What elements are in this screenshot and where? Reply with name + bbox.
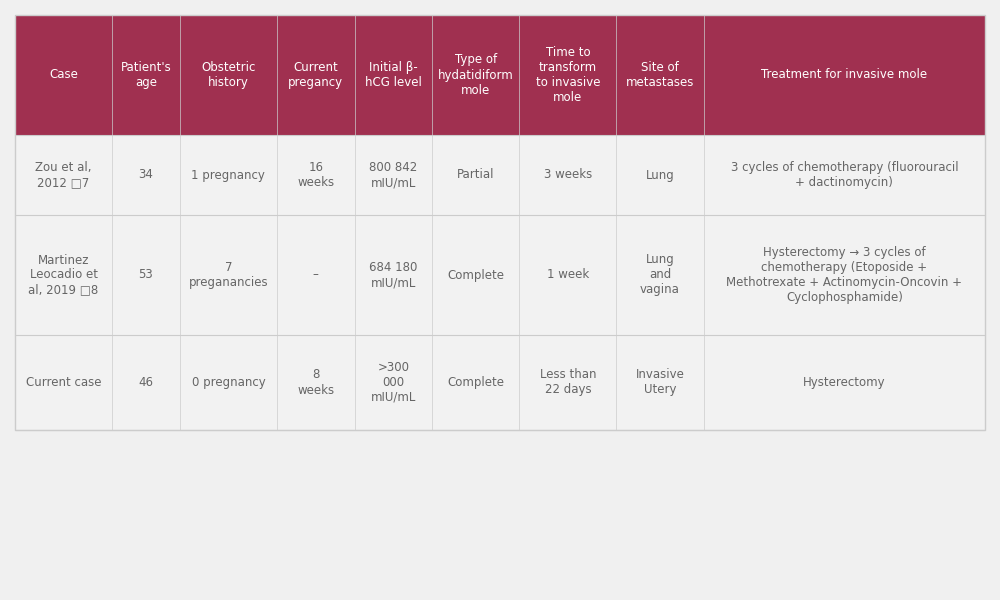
Text: Site of
metastases: Site of metastases bbox=[626, 61, 694, 89]
Text: Current
pregancy: Current pregancy bbox=[288, 61, 343, 89]
Text: 7
preganancies: 7 preganancies bbox=[189, 261, 268, 289]
Text: 46: 46 bbox=[138, 376, 153, 389]
Text: 0 pregnancy: 0 pregnancy bbox=[192, 376, 265, 389]
Text: 8
weeks: 8 weeks bbox=[297, 368, 334, 397]
Text: Current case: Current case bbox=[26, 376, 101, 389]
Text: Martinez
Leocadio et
al, 2019 □8: Martinez Leocadio et al, 2019 □8 bbox=[28, 253, 99, 296]
Text: Patient's
age: Patient's age bbox=[121, 61, 171, 89]
Text: >300
000
mIU/mL: >300 000 mIU/mL bbox=[371, 361, 416, 404]
Bar bbox=[15, 215, 985, 335]
Bar bbox=[15, 135, 985, 215]
Text: 684 180
mIU/mL: 684 180 mIU/mL bbox=[369, 261, 417, 289]
Text: Less than
22 days: Less than 22 days bbox=[540, 368, 596, 397]
Text: Complete: Complete bbox=[447, 376, 504, 389]
Bar bbox=[15, 15, 985, 430]
Text: 1 week: 1 week bbox=[547, 269, 589, 281]
Text: Lung
and
vagina: Lung and vagina bbox=[640, 253, 680, 296]
Text: Lung: Lung bbox=[646, 169, 674, 181]
Text: 800 842
mIU/mL: 800 842 mIU/mL bbox=[369, 161, 417, 189]
Text: Type of
hydatidiform
mole: Type of hydatidiform mole bbox=[438, 53, 514, 97]
Text: 16
weeks: 16 weeks bbox=[297, 161, 334, 189]
Bar bbox=[15, 335, 985, 430]
Text: Zou et al,
2012 □7: Zou et al, 2012 □7 bbox=[35, 161, 92, 189]
Text: Case: Case bbox=[49, 68, 78, 82]
Text: 1 pregnancy: 1 pregnancy bbox=[191, 169, 265, 181]
Text: Hysterectomy → 3 cycles of
chemotherapy (Etoposide +
Methotrexate + Actinomycin-: Hysterectomy → 3 cycles of chemotherapy … bbox=[726, 246, 962, 304]
Text: Hysterectomy: Hysterectomy bbox=[803, 376, 886, 389]
Text: 34: 34 bbox=[139, 169, 153, 181]
Text: Complete: Complete bbox=[447, 269, 504, 281]
Text: Invasive
Utery: Invasive Utery bbox=[636, 368, 684, 397]
Text: 53: 53 bbox=[139, 269, 153, 281]
Text: 3 cycles of chemotherapy (fluorouracil
+ dactinomycin): 3 cycles of chemotherapy (fluorouracil +… bbox=[731, 161, 958, 189]
Text: Time to
transform
to invasive
mole: Time to transform to invasive mole bbox=[536, 46, 600, 104]
Text: Initial β-
hCG level: Initial β- hCG level bbox=[365, 61, 422, 89]
Text: Partial: Partial bbox=[457, 169, 494, 181]
Text: Treatment for invasive mole: Treatment for invasive mole bbox=[761, 68, 927, 82]
Text: Obstetric
history: Obstetric history bbox=[201, 61, 256, 89]
Bar bbox=[15, 15, 985, 135]
Text: 3 weeks: 3 weeks bbox=[544, 169, 592, 181]
Text: –: – bbox=[313, 269, 319, 281]
